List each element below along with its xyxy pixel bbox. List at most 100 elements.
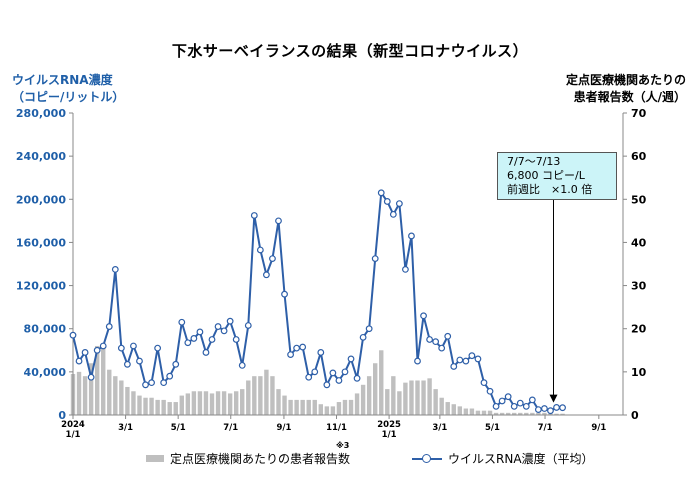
x-tick-label: 2025 — [377, 420, 401, 430]
line-point — [75, 357, 83, 365]
line-point — [450, 363, 458, 370]
line-point — [432, 338, 440, 346]
bar — [88, 363, 94, 415]
line-point — [196, 328, 204, 336]
line-point — [299, 343, 307, 351]
bar — [252, 376, 257, 415]
line-point — [148, 379, 155, 387]
bar — [137, 395, 142, 415]
right-tick-label: 60 — [631, 150, 647, 163]
line-point — [534, 406, 542, 414]
line-point — [474, 355, 482, 363]
line-point — [269, 255, 276, 263]
bar — [324, 406, 330, 415]
x-tick-label: 7/1 — [223, 423, 238, 433]
line-point — [510, 402, 518, 410]
annotation-arrow-head — [549, 394, 558, 403]
legend-bars: 定点医療機関あたりの患者報告数 — [146, 450, 350, 467]
bar — [330, 406, 336, 415]
line-point — [178, 318, 186, 326]
bar — [403, 382, 408, 415]
line-point — [335, 377, 343, 384]
line-point — [238, 361, 246, 369]
line-point — [528, 396, 536, 404]
bar — [270, 376, 275, 415]
bar — [409, 380, 414, 415]
x-tick-label: 9/1 — [591, 423, 606, 433]
annotation-line-1: 7/7～7/13 — [507, 155, 561, 168]
line-point — [522, 402, 530, 410]
line-point — [220, 327, 228, 335]
right-tick-label: 50 — [631, 193, 647, 206]
bar — [119, 380, 124, 415]
line-point — [214, 323, 222, 330]
bar — [246, 380, 251, 415]
bar — [125, 386, 130, 415]
bar — [372, 363, 378, 415]
bar — [457, 406, 463, 415]
line-point — [117, 344, 125, 352]
line-point — [492, 402, 500, 410]
bar — [107, 369, 112, 415]
line-point — [263, 271, 270, 279]
line-point — [426, 336, 433, 343]
line-point — [105, 323, 113, 330]
line-point — [275, 217, 282, 225]
line-point — [456, 356, 464, 364]
line-point — [438, 344, 446, 352]
x-tick-label: 3/1 — [432, 423, 447, 433]
line-point — [347, 355, 355, 363]
left-tick-label: 40,000 — [24, 366, 67, 379]
right-axis-label-line-1: 定点医療機関あたりの — [565, 73, 686, 87]
x-tick-label: 5/1 — [171, 423, 186, 433]
line-point — [250, 212, 258, 219]
line-point — [232, 336, 240, 343]
line-point — [160, 379, 168, 387]
legend-bar-label: 定点医療機関あたりの患者報告数 — [170, 452, 351, 466]
bar — [548, 413, 553, 415]
right-tick-label: 0 — [631, 409, 639, 422]
bar — [258, 376, 263, 415]
line-point — [166, 372, 174, 380]
legend-line: ウイルスRNA濃度（平均） — [412, 450, 594, 467]
line-point — [244, 322, 252, 329]
bar — [191, 391, 197, 415]
x-tick-label: 1/1 — [382, 430, 397, 440]
bar — [306, 399, 311, 415]
left-tick-label: 120,000 — [16, 280, 66, 293]
line-point — [305, 373, 313, 381]
bar — [276, 389, 281, 415]
line-point — [184, 339, 192, 347]
left-tick-label: 160,000 — [16, 236, 66, 249]
annotation-line-2: 6,800 コピー/L — [507, 169, 585, 182]
bar — [518, 412, 523, 415]
bar — [221, 391, 227, 415]
left-tick-label: 280,000 — [16, 107, 66, 120]
bar — [439, 397, 444, 415]
x-tick-label: 1/1 — [66, 430, 81, 440]
bar — [149, 397, 154, 415]
x-tick-label: 11/1 — [326, 423, 347, 433]
right-axis-label: 定点医療機関あたりの 患者報告数（人/週） — [566, 72, 686, 106]
line-point — [383, 198, 391, 205]
bar — [300, 399, 305, 415]
bar — [542, 412, 547, 415]
bar — [143, 397, 148, 415]
bar — [397, 391, 402, 415]
bar — [379, 350, 384, 415]
bar — [294, 399, 299, 415]
bar — [82, 376, 88, 415]
line-point — [317, 349, 325, 356]
bar — [475, 410, 481, 415]
bar — [240, 389, 245, 415]
bar — [451, 404, 456, 415]
line-point — [123, 360, 131, 368]
line-point — [365, 325, 373, 333]
bar — [203, 391, 209, 415]
line-point — [498, 397, 506, 405]
bar — [427, 378, 432, 415]
bar — [318, 404, 324, 415]
left-axis-label-line-2: （コピー/リットル） — [12, 90, 125, 104]
annotation-line-3: 前週比 ×1.0 倍 — [507, 183, 593, 196]
bar — [445, 402, 450, 415]
